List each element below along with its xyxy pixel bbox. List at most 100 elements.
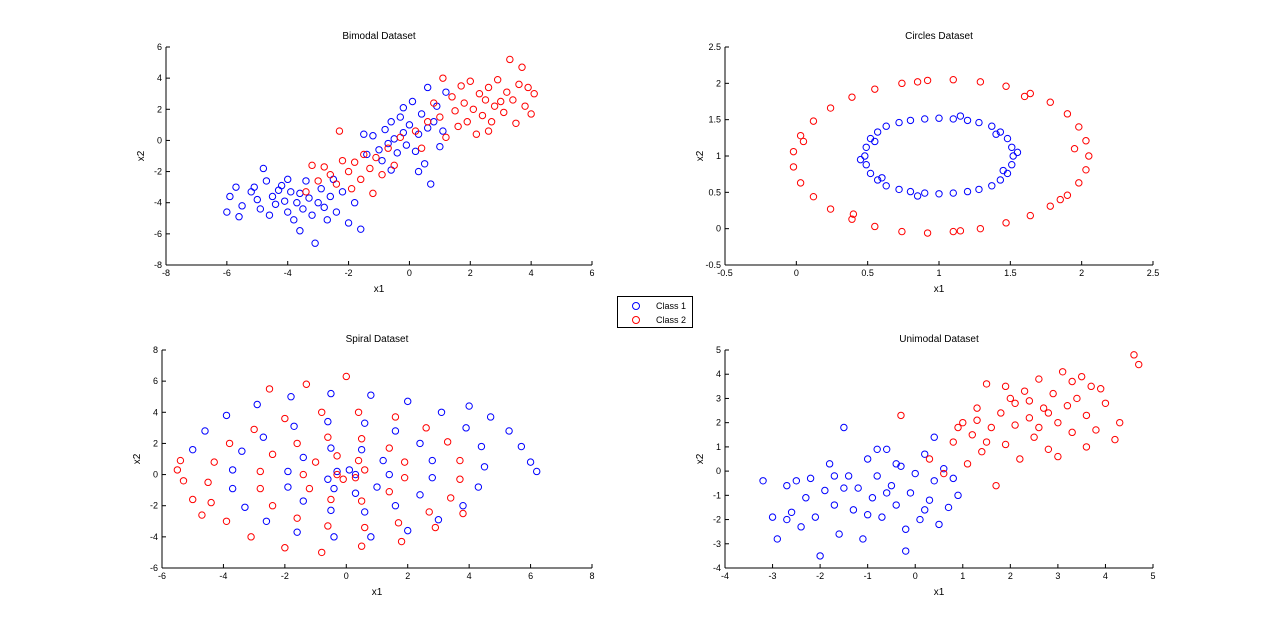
data-point <box>284 483 292 491</box>
data-point <box>825 460 834 468</box>
data-point <box>296 227 304 235</box>
data-point <box>1073 394 1081 403</box>
x-tick-label: -6 <box>223 268 231 278</box>
data-point <box>402 141 411 149</box>
x-tick-label: 2 <box>1079 268 1084 278</box>
data-point <box>871 85 879 93</box>
x-tick-label: 0 <box>407 268 412 278</box>
circle-marker-icon <box>632 302 640 310</box>
data-point <box>816 552 824 560</box>
data-point <box>434 516 443 524</box>
data-point <box>268 192 277 201</box>
data-point <box>399 128 408 137</box>
x-tick-label: 6 <box>528 571 533 581</box>
data-point <box>333 452 341 460</box>
x-axis-label: x1 <box>372 587 383 598</box>
data-point <box>339 475 347 483</box>
legend-label: Class 1 <box>656 301 687 311</box>
data-point <box>902 525 910 533</box>
data-point <box>378 156 386 165</box>
data-point <box>411 127 420 135</box>
data-point <box>235 213 243 221</box>
series-class-2 <box>789 76 1093 237</box>
data-point <box>396 133 404 142</box>
data-point <box>878 513 886 521</box>
series-class-1 <box>223 83 450 247</box>
data-point <box>354 408 363 416</box>
data-point <box>1101 399 1110 407</box>
data-point <box>361 419 369 427</box>
data-point <box>324 417 332 426</box>
data-point <box>1025 397 1034 405</box>
data-point <box>330 533 338 541</box>
data-point <box>256 484 264 493</box>
data-point <box>987 423 996 432</box>
data-point <box>327 506 335 515</box>
data-point <box>935 190 943 198</box>
y-tick-label: -2 <box>713 515 721 525</box>
data-point <box>284 175 292 184</box>
data-point <box>796 179 805 187</box>
data-point <box>375 146 383 154</box>
data-point <box>863 511 872 519</box>
data-point <box>326 192 335 201</box>
data-point <box>420 160 429 168</box>
data-point <box>360 150 368 159</box>
data-point <box>404 526 412 535</box>
data-point <box>512 119 520 128</box>
x-tick-label: -2 <box>816 571 824 581</box>
data-point <box>930 433 938 441</box>
data-point <box>232 183 240 191</box>
data-point <box>1026 211 1035 220</box>
y-axis-label: x2 <box>695 453 706 464</box>
chart-title: Spiral Dataset <box>346 334 409 345</box>
data-point <box>423 124 432 132</box>
y-tick-label: 1 <box>716 151 721 161</box>
data-point <box>1063 191 1072 199</box>
data-point <box>878 174 886 182</box>
data-point <box>799 137 808 146</box>
data-point <box>296 189 304 198</box>
data-point <box>935 114 943 122</box>
y-tick-label: 0 <box>716 224 721 234</box>
data-point <box>882 489 891 497</box>
data-point <box>493 76 502 84</box>
data-point <box>247 533 255 541</box>
data-point <box>459 509 467 518</box>
data-point <box>393 149 401 157</box>
data-point <box>882 182 890 190</box>
data-point <box>391 427 400 435</box>
data-point <box>256 205 265 213</box>
data-point <box>503 88 511 96</box>
data-point <box>290 422 298 430</box>
data-point <box>465 402 473 410</box>
data-point <box>1025 414 1034 422</box>
data-point <box>350 199 359 207</box>
y-tick-label: 4 <box>716 369 721 379</box>
data-point <box>923 229 932 237</box>
data-point <box>530 90 538 98</box>
data-point <box>305 484 314 493</box>
data-point <box>895 185 903 194</box>
data-point <box>975 118 983 127</box>
data-point <box>367 533 375 541</box>
y-tick-label: -8 <box>154 260 162 270</box>
data-point <box>1026 89 1035 98</box>
data-point <box>363 150 371 159</box>
data-point <box>863 455 872 463</box>
data-point <box>956 112 965 120</box>
x-tick-label: 6 <box>589 268 594 278</box>
data-point <box>326 170 335 179</box>
data-point <box>381 125 389 134</box>
data-point <box>423 118 432 126</box>
data-point <box>466 77 474 85</box>
data-point <box>916 515 924 524</box>
data-point <box>481 96 490 104</box>
data-point <box>228 484 237 493</box>
data-point <box>1020 387 1029 395</box>
data-point <box>366 164 374 173</box>
y-axis-label: x2 <box>132 453 143 464</box>
data-point <box>268 450 277 459</box>
data-point <box>320 163 328 171</box>
data-point <box>390 135 398 143</box>
